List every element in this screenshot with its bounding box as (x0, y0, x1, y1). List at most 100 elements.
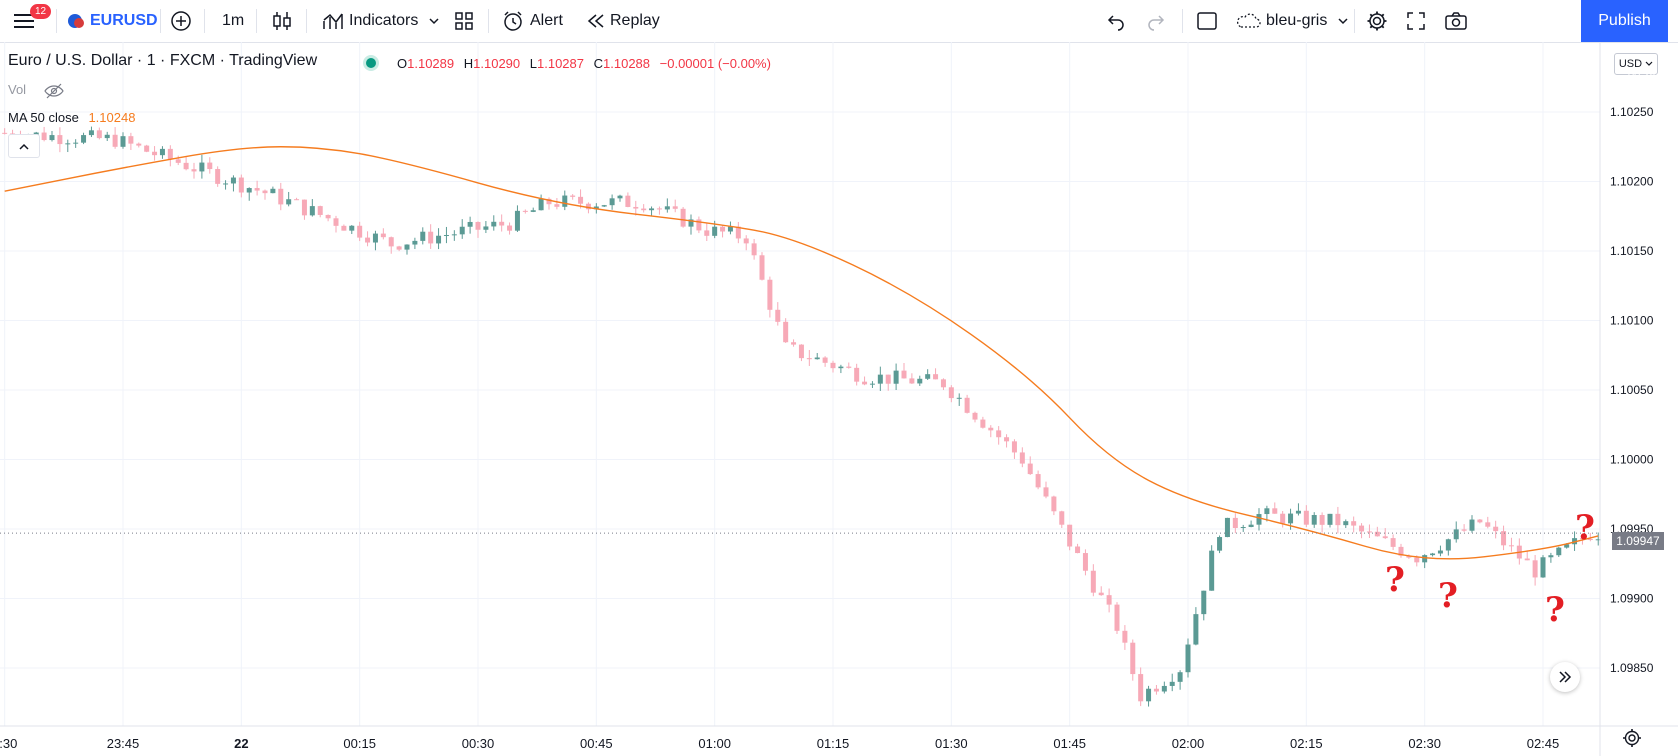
top-toolbar: 12 EURUSD 1m Indicators Alert Replay (0, 0, 1678, 43)
indicators-dropdown[interactable] (428, 0, 440, 42)
candle-body (869, 383, 875, 385)
open-value: 1.10289 (407, 56, 455, 71)
candle-body (372, 233, 378, 243)
fullscreen-button[interactable] (1406, 0, 1426, 42)
volume-legend[interactable]: Vol (8, 82, 64, 99)
ma-50-line (4, 146, 1599, 560)
candle-body (1059, 511, 1065, 525)
redo-icon (1148, 15, 1165, 31)
candle-body (767, 279, 773, 310)
candle-body (317, 206, 323, 215)
annotation-question-mark[interactable]: ? (1575, 508, 1595, 548)
candle-body (388, 237, 394, 247)
candle-body (1051, 496, 1057, 512)
chart-settings-button[interactable] (1622, 728, 1642, 753)
candle-body (120, 136, 126, 147)
candle-body (1477, 519, 1483, 523)
candle-body (41, 132, 47, 141)
price-tick-label: 1.10100 (1610, 314, 1654, 328)
high-label: H (463, 56, 474, 71)
annotation-question-mark[interactable]: ? (1545, 590, 1565, 630)
candle-body (538, 198, 544, 211)
symbol-search-button[interactable]: EURUSD (66, 0, 158, 42)
snapshot-button[interactable] (1444, 0, 1468, 42)
time-tick-label: 01:30 (935, 736, 968, 751)
candle-body (1343, 521, 1349, 526)
price-chart[interactable]: 1.10250 1.10200 1.10150 1.10100 1.10050 1.100… (0, 42, 1678, 756)
price-tick-label: 1.10150 (1610, 244, 1654, 258)
low-label: L (529, 56, 537, 71)
menu-button[interactable] (14, 0, 36, 42)
candle-body (309, 206, 315, 216)
candle-body (1177, 672, 1183, 682)
eye-off-icon[interactable] (44, 83, 64, 99)
time-tick-label: 02:15 (1290, 736, 1323, 751)
eur-usd-flag-icon (68, 14, 84, 28)
candle-body (806, 358, 812, 360)
time-tick-label: 01:15 (817, 736, 850, 751)
publish-button[interactable]: Publish (1581, 0, 1668, 42)
candle-body (1027, 463, 1033, 475)
time-tick-label: 23:45 (107, 736, 140, 751)
candle-body (2, 132, 8, 134)
annotation-question-mark[interactable]: ? (1438, 576, 1458, 616)
candle-body (877, 374, 883, 384)
currency-selector[interactable]: USD (1614, 53, 1658, 75)
compare-symbol-button[interactable] (170, 0, 192, 42)
candle-body (578, 196, 584, 204)
grid-icon (455, 12, 473, 30)
candle-body (570, 195, 576, 197)
candle-body (49, 135, 55, 141)
candle-body (901, 370, 907, 379)
candle-body (664, 206, 670, 210)
candle-body (1138, 674, 1144, 702)
settings-button[interactable] (1366, 0, 1388, 42)
collapse-legend-button[interactable] (8, 134, 40, 158)
candle-body (1485, 522, 1491, 527)
candle-body (499, 221, 505, 226)
ma-value: 1.10248 (88, 110, 136, 125)
candle-body (925, 374, 931, 379)
candle-body (988, 427, 994, 431)
candle-body (443, 235, 449, 237)
candle-body (1264, 508, 1270, 515)
candle-body (1445, 539, 1451, 551)
candle-body (1406, 555, 1412, 558)
price-tick-label: 1.10250 (1610, 105, 1654, 119)
scroll-to-realtime-button[interactable] (1550, 662, 1580, 692)
candle-body (1090, 570, 1096, 593)
candle-body (1327, 513, 1333, 525)
candle-body (1004, 437, 1010, 442)
candle-body (546, 198, 552, 205)
candle-body (625, 195, 631, 207)
redo-button[interactable] (1146, 0, 1166, 42)
chart-type-button[interactable] (272, 0, 292, 42)
candle-body (798, 344, 804, 359)
hamburger-icon (14, 14, 34, 28)
candle-body (1556, 547, 1562, 556)
candle-body (1011, 441, 1017, 453)
fullscreen-toggle-button[interactable] (1196, 0, 1218, 42)
candle-body (349, 225, 355, 231)
layout-templates-button[interactable] (454, 0, 474, 42)
candle-body (1201, 590, 1207, 615)
annotation-question-mark[interactable]: ? (1385, 560, 1405, 600)
undo-button[interactable] (1106, 0, 1126, 42)
cloud-icon (1237, 13, 1261, 28)
replay-button[interactable]: Replay (586, 0, 660, 42)
ma-legend[interactable]: MA 50 close 1.10248 (8, 110, 135, 125)
candle-body (759, 255, 765, 280)
indicators-button[interactable]: Indicators (322, 0, 418, 42)
candle-body (554, 204, 560, 207)
candle-body (1430, 553, 1436, 556)
price-tick-label: 1.10200 (1610, 175, 1654, 189)
candle-body (1043, 487, 1049, 497)
alert-button[interactable]: Alert (502, 0, 563, 42)
candle-body (1461, 529, 1467, 531)
candle-body (215, 169, 221, 184)
candle-body (175, 159, 181, 163)
layout-menu-button[interactable]: bleu-gris (1234, 0, 1349, 42)
candle-body (1579, 538, 1585, 540)
interval-button[interactable]: 1m (222, 0, 244, 42)
candle-body (727, 226, 733, 232)
